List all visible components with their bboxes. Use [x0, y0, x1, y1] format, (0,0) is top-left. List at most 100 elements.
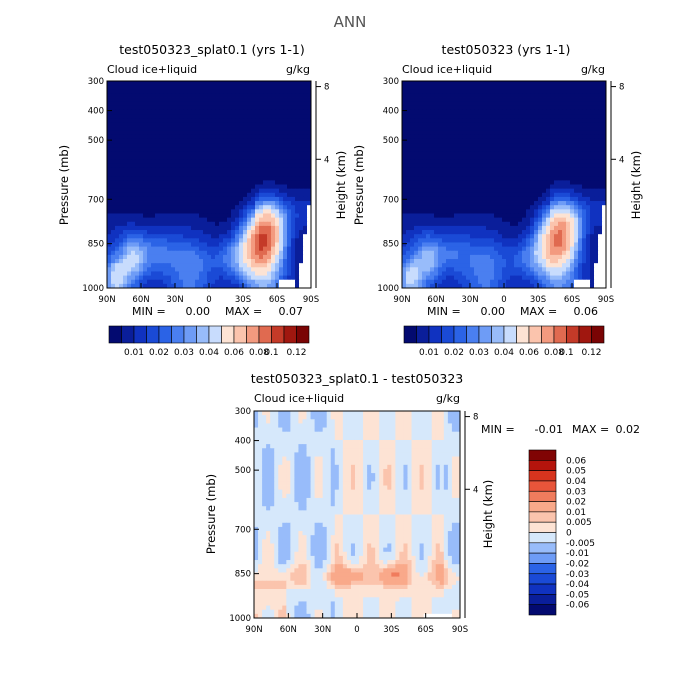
contour-cell	[510, 263, 515, 268]
contour-cell	[299, 246, 304, 252]
contour-cell	[283, 205, 288, 210]
contour-cell	[239, 163, 244, 169]
contour-cell	[259, 93, 264, 98]
contour-cell	[458, 250, 463, 256]
contour-cell	[207, 217, 212, 223]
contour-cell	[259, 155, 264, 161]
contour-cell	[235, 114, 240, 119]
contour-cell	[299, 81, 304, 86]
contour-cell	[307, 180, 312, 185]
contour-cell	[514, 151, 519, 156]
contour-cell	[295, 275, 300, 281]
contour-cell	[107, 283, 112, 289]
contour-cell	[574, 151, 579, 156]
contour-cell	[147, 283, 152, 289]
contour-cell	[155, 114, 160, 119]
contour-cell	[570, 184, 575, 190]
contour-cell	[295, 180, 300, 185]
contour-cell	[123, 201, 128, 206]
contour-cell	[498, 263, 503, 268]
contour-cell	[502, 167, 507, 173]
contour-cell	[582, 114, 587, 119]
contour-cell	[159, 81, 164, 86]
contour-cell	[291, 192, 296, 198]
contour-cell	[163, 217, 168, 223]
contour-cell	[454, 81, 459, 86]
contour-cell	[458, 134, 463, 140]
contour-cell	[175, 143, 180, 148]
contour-cell	[215, 263, 220, 268]
contour-cell	[410, 242, 415, 247]
contour-cell	[111, 155, 116, 161]
contour-cell	[199, 205, 204, 210]
contour-cell	[187, 192, 192, 198]
contour-cell	[526, 250, 531, 256]
contour-cell	[303, 151, 308, 156]
contour-cell	[187, 172, 192, 177]
contour-cell	[135, 97, 140, 103]
contour-cell	[163, 126, 168, 132]
contour-cell	[574, 97, 579, 103]
contour-cell	[235, 143, 240, 148]
contour-cell	[494, 163, 499, 169]
contour-cell	[207, 109, 212, 115]
contour-cell	[159, 279, 164, 285]
contour-cell	[558, 263, 563, 268]
contour-cell	[506, 151, 511, 156]
contour-cell	[402, 213, 407, 219]
contour-cell	[562, 201, 567, 206]
contour-cell	[259, 230, 264, 235]
contour-cell	[602, 176, 607, 181]
contour-cell	[219, 81, 224, 86]
contour-cell	[199, 242, 204, 247]
contour-cell	[422, 109, 427, 115]
contour-cell	[107, 201, 112, 206]
contour-cell	[518, 188, 523, 194]
contour-cell	[107, 217, 112, 223]
contour-cell	[307, 230, 312, 235]
contour-cell	[167, 188, 172, 194]
contour-cell	[558, 254, 563, 260]
contour-cell	[231, 109, 236, 115]
contour-cell	[279, 234, 284, 239]
contour-cell	[442, 209, 447, 214]
contour-cell	[590, 205, 595, 210]
contour-cell	[167, 279, 172, 285]
contour-cell	[482, 143, 487, 148]
contour-cell	[502, 225, 507, 231]
contour-cell	[542, 176, 547, 181]
contour-cell	[147, 271, 152, 276]
contour-cell	[123, 205, 128, 210]
contour-cell	[550, 159, 555, 165]
contour-cell	[239, 254, 244, 260]
contour-cell	[303, 259, 308, 264]
contour-cell	[235, 250, 240, 256]
contour-cell	[123, 130, 128, 136]
contour-cell	[474, 138, 479, 144]
contour-cell	[530, 213, 535, 219]
contour-cell	[414, 196, 419, 202]
contour-cell	[438, 221, 443, 227]
contour-cell	[287, 180, 292, 185]
contour-cell	[470, 93, 475, 98]
contour-cell	[243, 155, 248, 161]
contour-cell	[215, 134, 220, 140]
contour-cell	[263, 85, 268, 90]
contour-cell	[139, 172, 144, 177]
contour-cell	[446, 230, 451, 235]
contour-cell	[243, 192, 248, 198]
contour-cell	[131, 217, 136, 223]
contour-cell	[582, 138, 587, 144]
contour-cell	[159, 254, 164, 260]
contour-cell	[227, 159, 232, 165]
contour-cell	[219, 126, 224, 132]
contour-cell	[191, 209, 196, 214]
contour-cell	[227, 176, 232, 181]
contour-cell	[446, 209, 451, 214]
contour-cell	[582, 167, 587, 173]
contour-cell	[287, 271, 292, 276]
contour-cell	[590, 234, 595, 239]
contour-cell	[207, 105, 212, 111]
contour-cell	[283, 130, 288, 136]
contour-cell	[558, 81, 563, 86]
